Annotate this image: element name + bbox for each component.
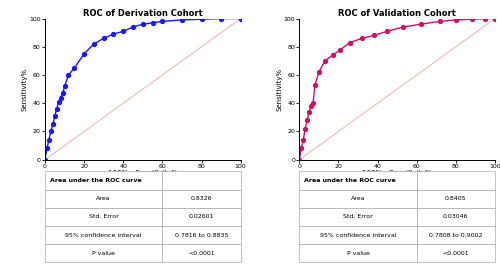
Title: ROC of Derivation Cohort: ROC of Derivation Cohort xyxy=(83,9,202,18)
Title: ROC of Validation Cohort: ROC of Validation Cohort xyxy=(338,9,456,18)
Y-axis label: Sensitivity%: Sensitivity% xyxy=(22,68,28,111)
X-axis label: 100% - Specificity%: 100% - Specificity% xyxy=(362,170,432,176)
Y-axis label: Sensitivity%: Sensitivity% xyxy=(276,68,282,111)
X-axis label: 100% - Specificity%: 100% - Specificity% xyxy=(108,170,178,176)
